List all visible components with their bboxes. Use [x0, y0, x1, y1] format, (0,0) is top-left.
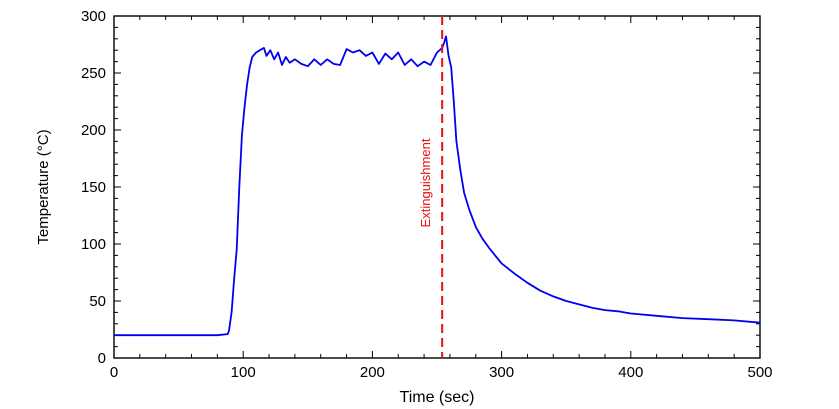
y-tick-label: 50 [89, 293, 106, 310]
extinguishment-label: Extinguishment [418, 138, 433, 227]
x-tick-label: 500 [747, 364, 772, 381]
x-tick-label: 100 [231, 364, 256, 381]
y-tick-label: 200 [81, 122, 106, 139]
y-tick-label: 300 [81, 8, 106, 25]
x-axis-title: Time (sec) [400, 389, 475, 406]
x-tick-label: 200 [360, 364, 385, 381]
y-tick-label: 100 [81, 236, 106, 253]
axis-ticks: 0 100 200 300 400 500 0 50 100 150 200 250 300 [81, 8, 773, 381]
x-tick-label: 400 [618, 364, 643, 381]
plot-area-frame [113, 15, 761, 359]
y-axis-title: Temperature (°C) [35, 129, 52, 244]
x-tick-label: 300 [489, 364, 514, 381]
y-tick-label: 150 [81, 179, 106, 196]
temperature-series-line [114, 35, 761, 337]
y-tick-label: 0 [98, 350, 106, 367]
y-tick-label: 250 [81, 65, 106, 82]
x-tick-label: 0 [110, 364, 118, 381]
